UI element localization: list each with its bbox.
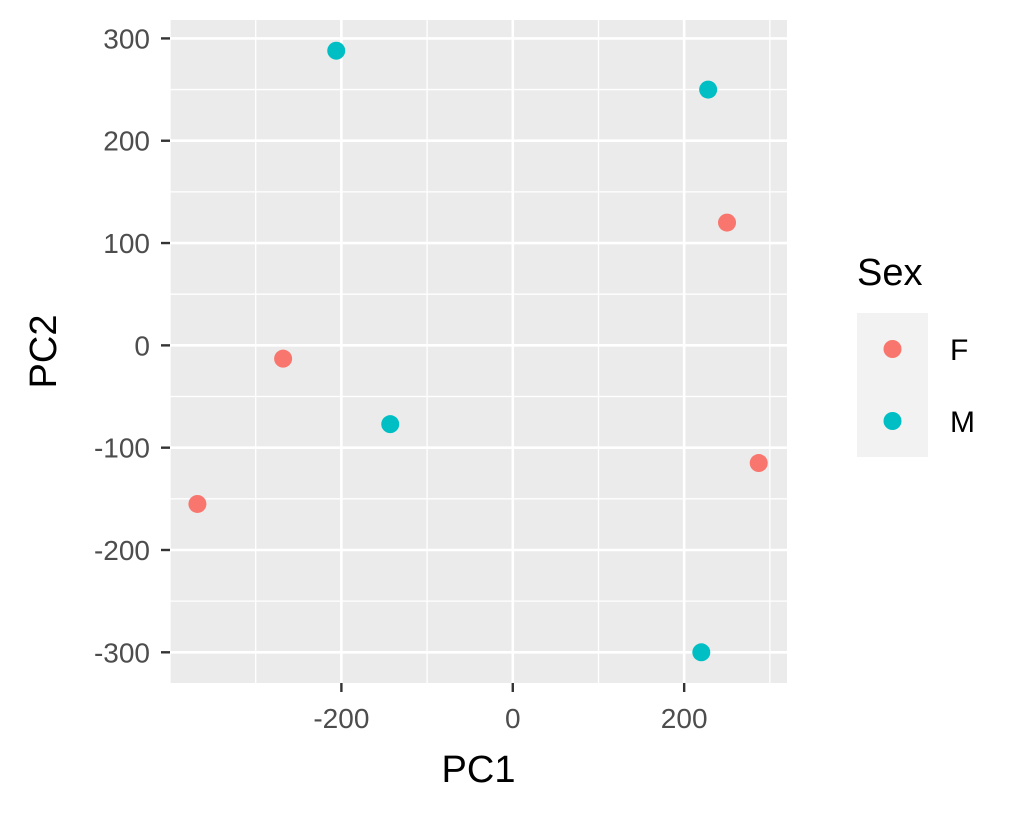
data-point-F xyxy=(274,349,293,368)
x-tick-label: -200 xyxy=(313,703,369,734)
data-point-M xyxy=(381,415,400,434)
y-axis: -300 -200 -100 0 100 200 300 xyxy=(94,23,170,668)
legend-key-M xyxy=(883,412,902,430)
y-tick-label: 300 xyxy=(103,23,150,54)
data-point-M xyxy=(327,41,346,60)
legend-title: Sex xyxy=(857,252,922,294)
major-gridlines xyxy=(170,20,787,683)
y-tick-label: -100 xyxy=(94,433,150,464)
y-tick-label: -300 xyxy=(94,637,150,668)
x-tick-label: 0 xyxy=(505,703,521,734)
legend-entries: FM xyxy=(857,313,975,457)
y-tick-label: 0 xyxy=(134,330,150,361)
data-point-M xyxy=(692,643,711,662)
data-point-F xyxy=(718,213,737,232)
y-tick-label: -200 xyxy=(94,535,150,566)
legend-label-M: M xyxy=(950,406,975,439)
y-tick-label: 200 xyxy=(103,126,150,157)
legend: Sex FM xyxy=(857,252,975,457)
data-points xyxy=(188,41,768,662)
legend-label-F: F xyxy=(950,334,968,367)
y-axis-title: PC2 xyxy=(23,315,65,389)
data-point-F xyxy=(188,494,207,513)
plot-panel xyxy=(170,20,787,683)
data-point-F xyxy=(749,454,768,473)
y-tick-label: 100 xyxy=(103,228,150,259)
x-axis: -200 0 200 xyxy=(313,683,708,734)
data-point-M xyxy=(699,80,718,99)
x-axis-title: PC1 xyxy=(442,749,516,791)
legend-key-F xyxy=(883,340,902,358)
x-tick-label: 200 xyxy=(661,703,708,734)
